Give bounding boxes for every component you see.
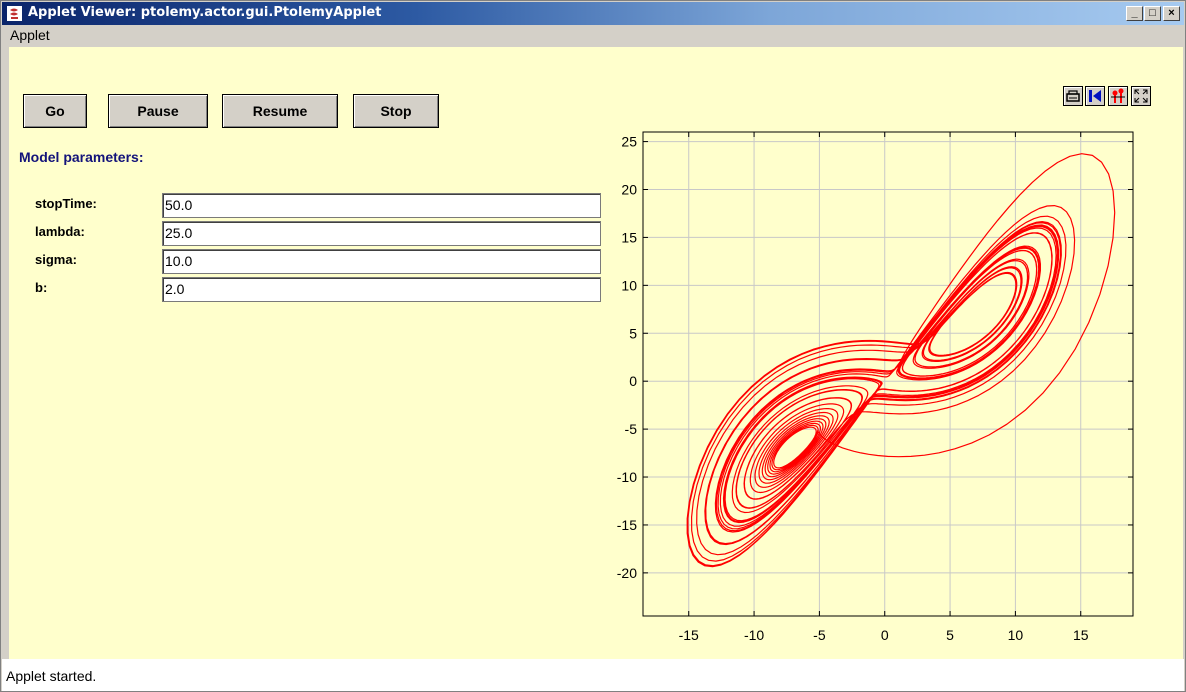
y-tick-label: 15 <box>621 229 637 245</box>
reset-axes-button[interactable] <box>1085 86 1105 106</box>
y-tick-label: -20 <box>617 565 637 581</box>
y-tick-label: 0 <box>629 373 637 389</box>
go-button[interactable]: Go <box>23 94 87 128</box>
lambda-field[interactable]: 25.0 <box>162 221 601 246</box>
java-cup-icon <box>7 6 22 21</box>
pause-button[interactable]: Pause <box>108 94 208 128</box>
print-button[interactable] <box>1063 86 1083 106</box>
status-text: Applet started. <box>6 668 97 684</box>
close-icon: × <box>1168 7 1175 19</box>
x-tick-label: -10 <box>744 627 764 643</box>
y-tick-label: 25 <box>621 134 637 150</box>
resume-button[interactable]: Resume <box>222 94 338 128</box>
param-label-b: b: <box>35 280 48 295</box>
x-tick-label: 0 <box>881 627 889 643</box>
param-label-lambda: lambda: <box>35 224 85 239</box>
format-button[interactable] <box>1108 86 1128 106</box>
y-tick-label: -15 <box>617 517 637 533</box>
trajectory-line <box>686 153 1116 568</box>
model-parameters-title: Model parameters: <box>19 149 144 165</box>
sigma-field[interactable]: 10.0 <box>162 249 601 274</box>
b-field[interactable]: 2.0 <box>162 277 601 302</box>
menu-bar: Applet <box>2 25 1184 45</box>
param-label-stoptime: stopTime: <box>35 196 97 211</box>
y-tick-label: -10 <box>617 469 637 485</box>
fill-icon <box>1134 89 1148 103</box>
x-tick-label: 10 <box>1008 627 1024 643</box>
lorenz-attractor-plot[interactable]: -15 -10 -5 0 5 10 15 -20 -15 -10 -5 0 5 10 15 20 25 <box>9 47 1183 659</box>
stop-button[interactable]: Stop <box>353 94 439 128</box>
minimize-icon: _ <box>1131 7 1138 19</box>
format-icon <box>1111 88 1125 103</box>
menu-applet[interactable]: Applet <box>10 27 50 43</box>
reset-axes-icon <box>1089 90 1101 102</box>
x-tick-label: 5 <box>946 627 954 643</box>
fill-button[interactable] <box>1131 86 1151 106</box>
x-tick-label: 15 <box>1073 627 1089 643</box>
status-bar: Applet started. <box>2 659 1184 691</box>
title-bar[interactable]: Applet Viewer: ptolemy.actor.gui.Ptolemy… <box>2 2 1184 25</box>
close-button[interactable]: × <box>1163 6 1180 21</box>
y-tick-label: 5 <box>629 325 637 341</box>
y-tick-label: 20 <box>621 182 637 198</box>
stoptime-field[interactable]: 50.0 <box>162 193 601 218</box>
maximize-button[interactable]: □ <box>1144 6 1161 21</box>
applet-panel: Go Pause Resume Stop Model parameters: s… <box>9 47 1183 659</box>
param-label-sigma: sigma: <box>35 252 77 267</box>
window-title: Applet Viewer: ptolemy.actor.gui.Ptolemy… <box>28 5 382 20</box>
print-icon <box>1066 90 1080 102</box>
x-tick-label: -15 <box>679 627 699 643</box>
maximize-icon: □ <box>1149 7 1156 19</box>
y-tick-label: -5 <box>625 421 638 437</box>
minimize-button[interactable]: _ <box>1126 6 1143 21</box>
x-tick-label: -5 <box>813 627 826 643</box>
y-tick-label: 10 <box>621 277 637 293</box>
